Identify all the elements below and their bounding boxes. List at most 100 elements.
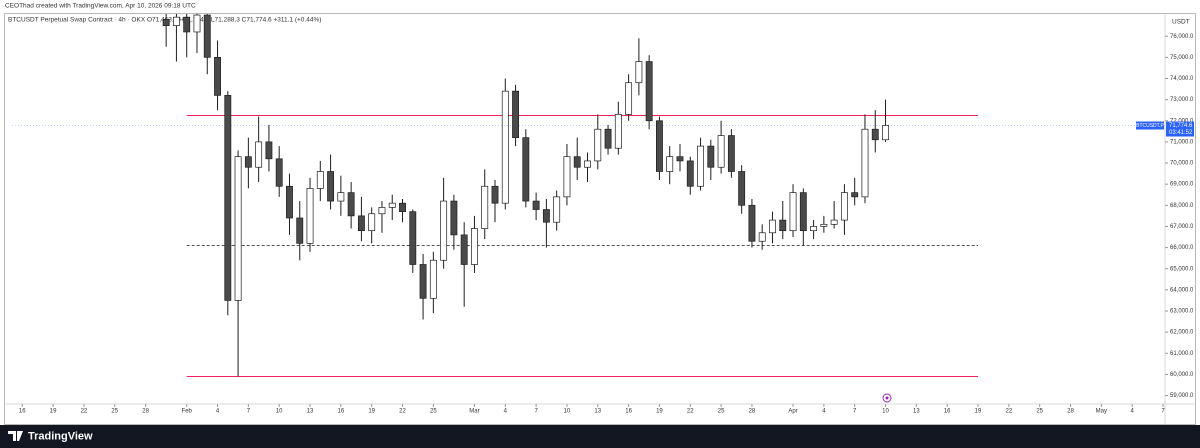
x-tick-label: 4 bbox=[1130, 409, 1134, 415]
x-tick-label: 13 bbox=[307, 409, 314, 415]
candle-body bbox=[183, 16, 191, 33]
y-tick-label: 68,000.0 bbox=[1170, 203, 1194, 209]
x-tick-label: 16 bbox=[338, 409, 345, 415]
x-tick-label: 4 bbox=[216, 409, 220, 415]
price-tag-text: 71,774.6 bbox=[1169, 123, 1193, 129]
x-tick-label: 19 bbox=[975, 409, 982, 415]
candle-body bbox=[172, 16, 180, 26]
candle-body bbox=[193, 14, 201, 33]
candle-body bbox=[625, 82, 633, 115]
candle-body bbox=[399, 202, 406, 212]
x-tick-label: 19 bbox=[50, 409, 57, 415]
footer-logo[interactable]: TradingView bbox=[8, 430, 93, 442]
x-tick-label: 7 bbox=[534, 409, 538, 415]
candle-body bbox=[789, 192, 797, 232]
candle-body bbox=[429, 259, 437, 299]
candle-body bbox=[265, 141, 273, 160]
candle-body bbox=[871, 128, 879, 141]
candle-body bbox=[748, 204, 756, 242]
x-tick-label: 25 bbox=[430, 409, 437, 415]
candle-body bbox=[717, 135, 725, 168]
candle-body bbox=[707, 145, 715, 168]
candle-body bbox=[491, 185, 499, 204]
candle-body bbox=[296, 217, 304, 244]
x-tick-label: 4 bbox=[504, 409, 508, 415]
candle-body bbox=[327, 171, 335, 202]
footer-logo-text[interactable]: TradingView bbox=[28, 430, 93, 442]
candle-body bbox=[594, 128, 602, 162]
x-tick-label: 7 bbox=[853, 409, 857, 415]
candle-body bbox=[799, 192, 807, 232]
x-tick-label: Feb bbox=[182, 409, 193, 415]
candle-body bbox=[861, 128, 869, 198]
y-tick-label: 65,000.0 bbox=[1170, 266, 1194, 272]
x-tick-label: Apr bbox=[788, 409, 797, 415]
candle-body bbox=[604, 128, 612, 149]
candle-body bbox=[203, 14, 211, 58]
candle-body bbox=[830, 219, 838, 225]
candle-body bbox=[738, 171, 746, 206]
candle-body bbox=[563, 156, 571, 198]
y-tick-label: 75,000.0 bbox=[1170, 55, 1194, 61]
candle-body bbox=[573, 156, 581, 168]
candle-body bbox=[676, 156, 684, 162]
y-tick-label: 64,000.0 bbox=[1170, 287, 1194, 293]
x-tick-label: 19 bbox=[656, 409, 663, 415]
candle-body bbox=[840, 192, 848, 221]
y-tick-label: 70,000.0 bbox=[1170, 161, 1194, 167]
candle-body bbox=[316, 171, 324, 189]
x-tick-label: 13 bbox=[913, 409, 920, 415]
candle-body bbox=[255, 141, 263, 168]
x-tick-label: 16 bbox=[944, 409, 951, 415]
candle-body bbox=[645, 61, 653, 122]
candle-body bbox=[779, 219, 787, 232]
candle-body bbox=[440, 200, 448, 261]
x-tick-label: 16 bbox=[625, 409, 632, 415]
candle-body bbox=[666, 156, 674, 172]
pane-frame bbox=[4, 13, 1196, 425]
x-tick-label: 22 bbox=[81, 409, 88, 415]
candle-body bbox=[275, 158, 283, 187]
x-tick-label: 25 bbox=[1036, 409, 1043, 415]
x-tick-label: 10 bbox=[276, 409, 283, 415]
price-tag bbox=[1166, 121, 1194, 137]
candle-body bbox=[882, 125, 889, 141]
tv-icon[interactable] bbox=[882, 393, 892, 403]
candle-body bbox=[532, 200, 540, 210]
candle-body bbox=[851, 192, 859, 198]
candle-body bbox=[378, 207, 386, 215]
candle-body bbox=[244, 156, 252, 168]
candle-body bbox=[522, 137, 530, 202]
symbol-tag bbox=[1136, 121, 1164, 130]
x-tick-label: 28 bbox=[142, 409, 149, 415]
x-tick-label: 13 bbox=[594, 409, 601, 415]
candle-body bbox=[419, 264, 427, 299]
candle-body bbox=[234, 156, 242, 301]
y-tick-label: 69,000.0 bbox=[1170, 182, 1194, 188]
candle-body bbox=[214, 56, 221, 96]
x-tick-label: 16 bbox=[19, 409, 26, 415]
x-tick-label: 25 bbox=[111, 409, 118, 415]
x-tick-label: 7 bbox=[1161, 409, 1165, 415]
x-tick-label: 28 bbox=[1067, 409, 1074, 415]
candle-body bbox=[758, 232, 766, 242]
candle-body bbox=[460, 234, 468, 265]
x-tick-label: 7 bbox=[247, 409, 251, 415]
x-tick-label: 22 bbox=[687, 409, 694, 415]
x-tick-label: 22 bbox=[1006, 409, 1013, 415]
candle-body bbox=[409, 211, 417, 265]
candle-body bbox=[450, 200, 458, 236]
y-tick-label: 72,000.0 bbox=[1170, 118, 1194, 124]
x-tick-label: 28 bbox=[749, 409, 756, 415]
candle-body bbox=[471, 228, 478, 265]
y-tick-label: 63,000.0 bbox=[1170, 309, 1194, 315]
x-tick-label: 25 bbox=[718, 409, 725, 415]
y-tick-label: 76,000.0 bbox=[1170, 34, 1194, 40]
candle-body bbox=[686, 160, 694, 187]
y-tick-label: 71,000.0 bbox=[1170, 139, 1194, 145]
candle-body bbox=[820, 223, 828, 227]
candle-body bbox=[224, 95, 232, 301]
x-tick-label: 4 bbox=[822, 409, 826, 415]
